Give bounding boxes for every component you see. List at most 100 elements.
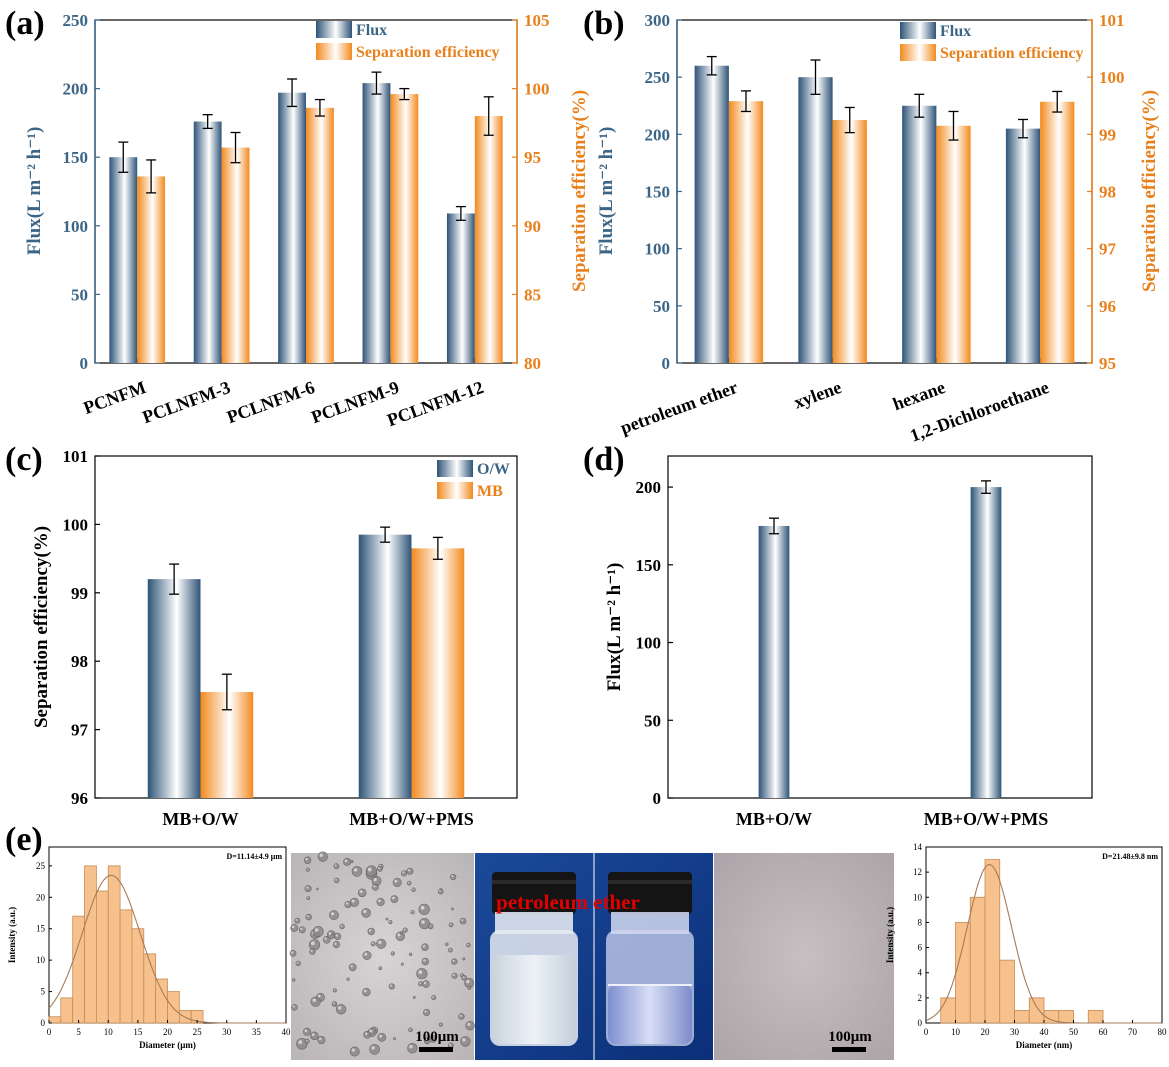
left-tick-label: 100 (636, 634, 662, 653)
bar-flux (109, 157, 138, 363)
droplet-highlight (317, 994, 321, 998)
droplet (305, 913, 312, 921)
droplet-highlight (295, 919, 298, 921)
y-axis-title: Intensity (a.u.) (7, 907, 17, 963)
droplet-highlight (461, 919, 464, 922)
left-tick-label: 200 (63, 80, 89, 99)
x-tick-label: 30 (1010, 1027, 1020, 1037)
bar-separation-efficiency (306, 107, 334, 363)
droplet-highlight (408, 869, 411, 872)
gaussian-fit-line (925, 864, 1162, 1024)
histogram-bar (999, 959, 1015, 1024)
x-tick-label: 70 (1128, 1027, 1138, 1037)
vial-label: petroleum ether (496, 890, 640, 914)
droplet (459, 917, 467, 925)
droplet (303, 856, 312, 864)
droplet-highlight (378, 899, 381, 903)
left-axis-title: Separation efficiency(%) (31, 526, 52, 728)
left-tick-label: 100 (645, 240, 671, 259)
bar-separation-efficiency (474, 116, 503, 363)
droplet (367, 927, 375, 936)
droplet (361, 908, 371, 918)
scale-bar-right (832, 1047, 866, 1052)
category-label: xylene (791, 377, 844, 413)
micrograph-emulsion: 100μm (289, 851, 475, 1060)
droplet (459, 973, 464, 978)
right-tick-label: 85 (524, 285, 541, 304)
bar-flux (758, 525, 790, 798)
left-tick-label: 150 (63, 148, 89, 167)
droplet-highlight (291, 925, 295, 929)
droplet-highlight (291, 951, 294, 954)
droplet-highlight (332, 933, 333, 935)
droplet (399, 931, 404, 935)
droplet (339, 923, 345, 930)
droplet (388, 920, 393, 925)
droplet (343, 857, 352, 866)
droplet-highlight (369, 1029, 373, 1033)
droplet-highlight (371, 942, 374, 944)
droplet-highlight (292, 1005, 295, 1008)
droplet-highlight (332, 1002, 335, 1005)
droplet (410, 910, 415, 915)
legend-label: MB (477, 483, 503, 500)
droplet (302, 1027, 311, 1036)
droplet-highlight (409, 953, 411, 955)
droplet (388, 983, 395, 990)
droplet (291, 1003, 298, 1011)
droplet-highlight (306, 886, 309, 889)
histogram-bar (96, 890, 109, 1024)
droplet (408, 952, 413, 956)
droplet (332, 988, 337, 993)
annotation: D=21.48±9.8 nm (1102, 852, 1158, 861)
droplet-highlight (310, 949, 313, 952)
chart-e1: 0 5 10 15 20 25 30 35 40 0 5 10 15 20 25 Diameter (μm) I… (5, 821, 291, 1050)
droplet (350, 859, 354, 864)
right-tick-label: 90 (524, 217, 541, 236)
droplet (334, 932, 342, 941)
droplet-highlight (451, 908, 453, 909)
chart-c: 96 97 98 99 100 101 MB+O/W MB+O/W+PMS Separation… (5, 441, 518, 829)
left-tick-label: 0 (653, 789, 662, 808)
left-axis-title: Flux(L m⁻² h⁻¹) (596, 127, 617, 256)
droplet-highlight (467, 1022, 471, 1026)
droplet-highlight (418, 970, 423, 974)
droplet (418, 981, 424, 987)
plot-frame (667, 455, 1093, 799)
bar-flux (798, 77, 833, 364)
droplet (331, 932, 335, 936)
bar-separation-efficiency (936, 125, 971, 363)
y-axis-title: Intensity (a.u.) (885, 907, 895, 963)
droplet (298, 926, 306, 934)
droplet (422, 980, 430, 988)
right-tick-label: 105 (524, 11, 550, 30)
droplet-highlight (316, 888, 318, 889)
droplet (317, 851, 328, 862)
droplet-highlight (402, 871, 405, 874)
right-axis-title: Separation efficiency(%) (569, 90, 590, 292)
droplet-highlight (397, 933, 401, 937)
droplet-highlight (335, 934, 338, 937)
droplet (451, 907, 454, 911)
droplet (406, 880, 412, 886)
left-tick-label: 99 (71, 584, 88, 603)
gaussian-fit-line (48, 874, 286, 1024)
droplet-highlight (319, 853, 323, 857)
legend-swatch (437, 460, 473, 477)
left-tick-label: 101 (63, 447, 89, 466)
droplet (348, 963, 357, 972)
x-tick-label: 40 (1040, 1027, 1050, 1037)
droplet (406, 867, 414, 875)
droplet-highlight (432, 996, 434, 998)
histogram-bar (1014, 1010, 1030, 1024)
droplet (462, 957, 466, 961)
droplet (290, 924, 299, 932)
droplet-highlight (439, 890, 441, 892)
histogram-bar (143, 953, 157, 1024)
droplet (349, 1046, 360, 1057)
droplet (310, 996, 321, 1007)
droplet (393, 1037, 396, 1041)
histogram-bar (167, 991, 180, 1024)
droplet-highlight (445, 943, 447, 945)
droplet-highlight (350, 965, 353, 968)
